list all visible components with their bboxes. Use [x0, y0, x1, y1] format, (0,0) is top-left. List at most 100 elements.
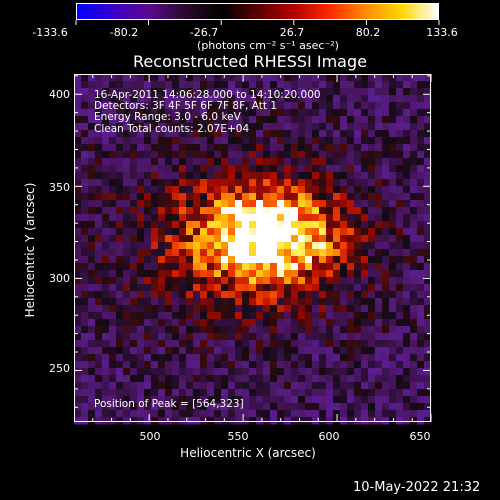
- heatmap-cell: [249, 263, 257, 271]
- heatmap-cell: [284, 102, 292, 110]
- heatmap-cell: [193, 256, 201, 264]
- heatmap-cell: [361, 165, 369, 173]
- heatmap-cell: [403, 298, 411, 306]
- heatmap-cell: [242, 74, 250, 82]
- heatmap-cell: [200, 235, 208, 243]
- heatmap-cell: [165, 305, 173, 313]
- heatmap-cell: [340, 130, 348, 138]
- heatmap-cell: [375, 284, 383, 292]
- heatmap-cell: [123, 270, 131, 278]
- heatmap-cell: [95, 284, 103, 292]
- colorbar-tick-label-0: -133.6: [32, 26, 68, 39]
- heatmap-cell: [228, 382, 236, 390]
- heatmap-cell: [88, 375, 96, 383]
- heatmap-cell: [270, 368, 278, 376]
- heatmap-cell: [235, 270, 243, 278]
- heatmap-cell: [389, 81, 397, 89]
- heatmap-cell: [354, 396, 362, 404]
- heatmap-cell: [389, 95, 397, 103]
- heatmap-cell: [123, 116, 131, 124]
- heatmap-cell: [347, 256, 355, 264]
- heatmap-cell: [396, 417, 404, 425]
- heatmap-cell: [102, 256, 110, 264]
- heatmap-cell: [116, 368, 124, 376]
- heatmap-cell: [186, 249, 194, 257]
- heatmap-cell: [130, 298, 138, 306]
- heatmap-cell: [214, 305, 222, 313]
- heatmap-cell: [151, 389, 159, 397]
- heatmap-cell: [312, 277, 320, 285]
- heatmap-cell: [193, 151, 201, 159]
- heatmap-cell: [123, 368, 131, 376]
- heatmap-cell: [193, 81, 201, 89]
- heatmap-cell: [396, 221, 404, 229]
- heatmap-cell: [235, 305, 243, 313]
- heatmap-cell: [277, 193, 285, 201]
- heatmap-cell: [109, 200, 117, 208]
- heatmap-cell: [354, 410, 362, 418]
- heatmap-cell: [102, 74, 110, 82]
- heatmap-cell: [354, 207, 362, 215]
- heatmap-cell: [326, 214, 334, 222]
- heatmap-cell: [221, 200, 229, 208]
- heatmap-cell: [200, 312, 208, 320]
- heatmap-cell: [410, 347, 418, 355]
- heatmap-cell: [186, 354, 194, 362]
- heatmap-cell: [109, 88, 117, 96]
- heatmap-cell: [284, 130, 292, 138]
- heatmap-cell: [340, 389, 348, 397]
- heatmap-cell: [375, 151, 383, 159]
- heatmap-cell: [130, 179, 138, 187]
- heatmap-cell: [424, 403, 432, 411]
- heatmap-cell: [179, 249, 187, 257]
- heatmap-cell: [179, 263, 187, 271]
- heatmap-cell: [333, 270, 341, 278]
- heatmap-cell: [389, 347, 397, 355]
- heatmap-cell: [291, 207, 299, 215]
- heatmap-cell: [403, 319, 411, 327]
- heatmap-cell: [186, 242, 194, 250]
- heatmap-cell: [403, 291, 411, 299]
- heatmap-cell: [158, 200, 166, 208]
- heatmap-cell: [109, 102, 117, 110]
- heatmap-cell: [74, 340, 82, 348]
- heatmap-cell: [368, 403, 376, 411]
- heatmap-cell: [130, 375, 138, 383]
- heatmap-cell: [340, 137, 348, 145]
- heatmap-cell: [214, 130, 222, 138]
- heatmap-cell: [242, 123, 250, 131]
- heatmap-cell: [389, 242, 397, 250]
- heatmap-cell: [137, 95, 145, 103]
- heatmap-cell: [298, 361, 306, 369]
- heatmap-cell: [130, 74, 138, 82]
- heatmap-cell: [389, 319, 397, 327]
- heatmap-cell: [88, 403, 96, 411]
- heatmap-cell: [235, 417, 243, 425]
- heatmap-cell: [207, 277, 215, 285]
- heatmap-cell: [256, 270, 264, 278]
- heatmap-cell: [81, 151, 89, 159]
- heatmap-cell: [109, 109, 117, 117]
- heatmap-cell: [81, 284, 89, 292]
- heatmap-cell: [193, 277, 201, 285]
- heatmap-cell: [81, 109, 89, 117]
- heatmap-cell: [263, 305, 271, 313]
- heatmap-cell: [137, 102, 145, 110]
- heatmap-cell: [193, 340, 201, 348]
- heatmap-cell: [151, 333, 159, 341]
- heatmap-cell: [130, 102, 138, 110]
- heatmap-cell: [200, 270, 208, 278]
- heatmap-cell: [242, 88, 250, 96]
- heatmap-cell: [81, 319, 89, 327]
- heatmap-cell: [424, 95, 432, 103]
- heatmap-cell: [368, 221, 376, 229]
- heatmap-cell: [242, 249, 250, 257]
- heatmap-cell: [270, 382, 278, 390]
- heatmap-cell: [410, 361, 418, 369]
- heatmap-cell: [221, 249, 229, 257]
- heatmap-cell: [270, 151, 278, 159]
- heatmap-cell: [235, 102, 243, 110]
- heatmap-cell: [186, 263, 194, 271]
- heatmap-cell: [228, 277, 236, 285]
- heatmap-cell: [284, 417, 292, 425]
